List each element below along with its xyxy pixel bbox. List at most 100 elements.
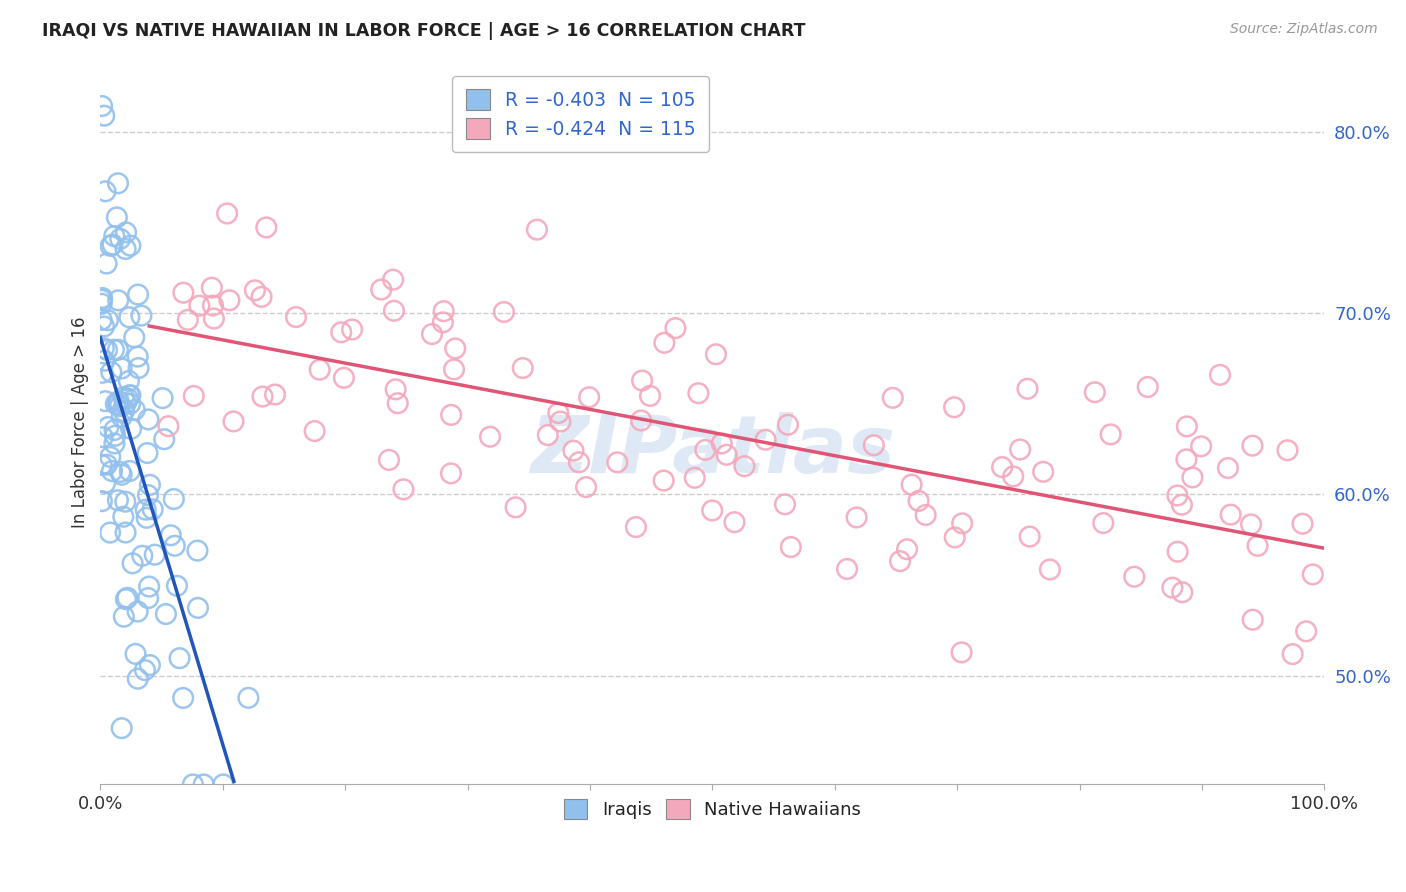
- Point: [101, 237, 124, 252]
- Point: [330, 326, 353, 340]
- Point: [212, 777, 235, 791]
- Point: [1302, 567, 1324, 582]
- Point: [155, 607, 177, 621]
- Point: [1017, 382, 1039, 396]
- Point: [115, 592, 138, 607]
- Point: [153, 432, 176, 446]
- Point: [177, 313, 200, 327]
- Point: [114, 242, 136, 256]
- Point: [943, 401, 966, 415]
- Point: [97, 420, 120, 434]
- Point: [202, 311, 225, 326]
- Point: [136, 591, 159, 605]
- Point: [193, 777, 215, 791]
- Point: [112, 390, 135, 404]
- Point: [882, 391, 904, 405]
- Point: [723, 515, 745, 529]
- Point: [914, 508, 936, 522]
- Point: [111, 467, 134, 482]
- Point: [710, 436, 733, 450]
- Point: [152, 391, 174, 405]
- Point: [652, 474, 675, 488]
- Point: [695, 442, 717, 457]
- Point: [120, 422, 142, 436]
- Point: [183, 389, 205, 403]
- Point: [304, 424, 326, 438]
- Point: [537, 428, 560, 442]
- Point: [1216, 461, 1239, 475]
- Point: [1166, 488, 1188, 502]
- Point: [1002, 469, 1025, 483]
- Point: [120, 397, 142, 411]
- Point: [1181, 470, 1204, 484]
- Point: [128, 361, 150, 376]
- Point: [94, 394, 117, 409]
- Point: [1209, 368, 1232, 382]
- Point: [1171, 498, 1194, 512]
- Point: [250, 290, 273, 304]
- Point: [333, 371, 356, 385]
- Point: [111, 721, 134, 735]
- Point: [157, 419, 180, 434]
- Point: [1092, 516, 1115, 530]
- Point: [135, 510, 157, 524]
- Point: [433, 304, 456, 318]
- Point: [568, 455, 591, 469]
- Point: [110, 232, 132, 246]
- Point: [624, 520, 647, 534]
- Point: [578, 390, 600, 404]
- Legend: Iraqis, Native Hawaiians: Iraqis, Native Hawaiians: [557, 792, 868, 826]
- Point: [131, 549, 153, 563]
- Point: [166, 579, 188, 593]
- Point: [136, 446, 159, 460]
- Point: [444, 342, 467, 356]
- Point: [143, 548, 166, 562]
- Point: [96, 343, 118, 357]
- Point: [120, 238, 142, 252]
- Point: [139, 478, 162, 492]
- Point: [889, 554, 911, 568]
- Point: [630, 413, 652, 427]
- Point: [90, 293, 112, 307]
- Point: [91, 99, 114, 113]
- Point: [201, 299, 224, 313]
- Point: [103, 423, 125, 437]
- Point: [117, 392, 139, 406]
- Point: [122, 330, 145, 344]
- Point: [392, 483, 415, 497]
- Point: [115, 226, 138, 240]
- Point: [120, 388, 142, 402]
- Point: [370, 283, 392, 297]
- Point: [733, 459, 755, 474]
- Point: [479, 430, 502, 444]
- Point: [716, 448, 738, 462]
- Point: [1175, 419, 1198, 434]
- Point: [172, 285, 194, 300]
- Point: [117, 591, 139, 605]
- Point: [1167, 545, 1189, 559]
- Point: [114, 525, 136, 540]
- Point: [440, 467, 463, 481]
- Point: [103, 229, 125, 244]
- Point: [943, 530, 966, 544]
- Point: [105, 211, 128, 225]
- Point: [112, 609, 135, 624]
- Point: [1032, 465, 1054, 479]
- Point: [107, 176, 129, 190]
- Point: [252, 390, 274, 404]
- Point: [111, 361, 134, 376]
- Point: [115, 396, 138, 410]
- Point: [238, 690, 260, 705]
- Point: [222, 414, 245, 428]
- Point: [1161, 581, 1184, 595]
- Point: [638, 389, 661, 403]
- Point: [103, 436, 125, 450]
- Point: [114, 494, 136, 508]
- Point: [1277, 443, 1299, 458]
- Point: [136, 488, 159, 502]
- Point: [90, 297, 112, 311]
- Point: [138, 412, 160, 426]
- Point: [512, 361, 534, 376]
- Point: [101, 464, 124, 478]
- Point: [862, 438, 884, 452]
